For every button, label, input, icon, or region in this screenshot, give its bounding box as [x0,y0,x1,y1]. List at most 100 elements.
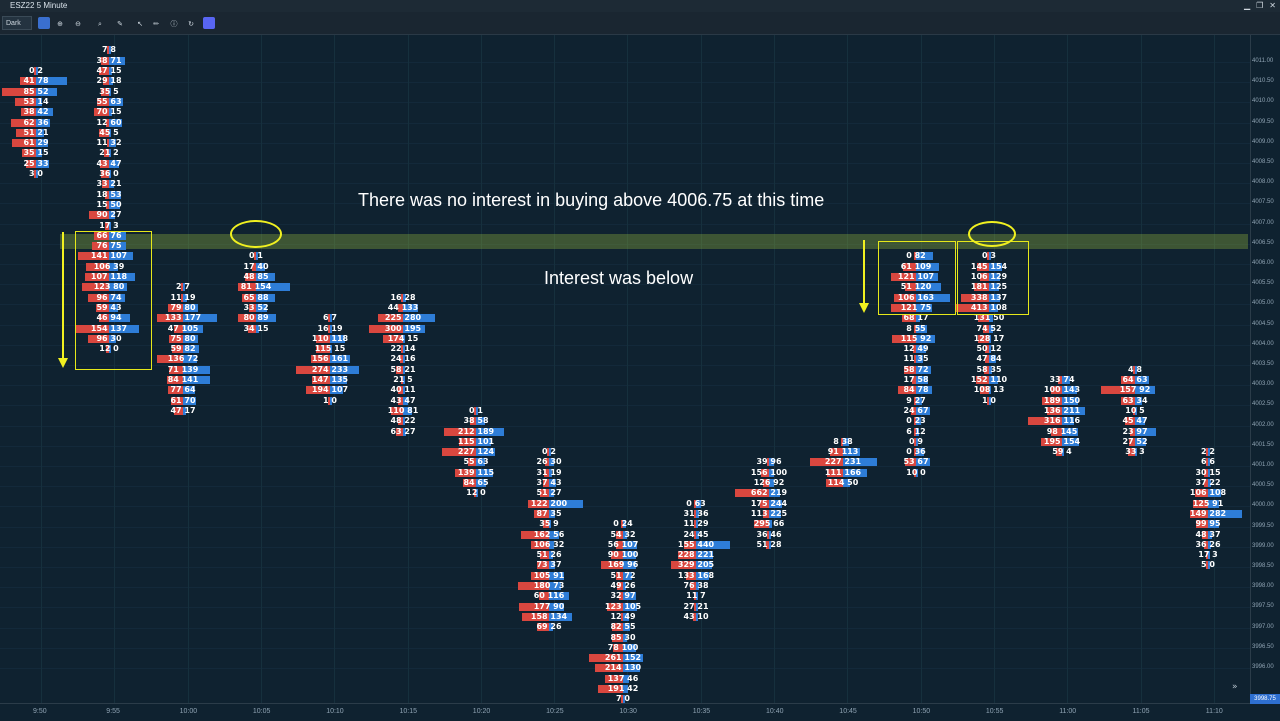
footprint-row: 329 205 [668,560,746,570]
sell-volume-bar [171,396,183,405]
chart-toolbar: Dark ⊕ ⊖ ⌕ ✎ ↖ ✏ ⓘ ↻ [0,12,1280,35]
theme-dropdown[interactable]: Dark [2,16,32,30]
restore-icon[interactable]: ❐ [1256,1,1264,10]
footprint-row: 9 27 [888,396,966,406]
footprint-value: 122 200 [530,498,568,508]
footprint-value: 12 49 [610,611,636,621]
footprint-row: 110 118 [302,334,380,344]
info-icon[interactable]: ⓘ [170,20,178,28]
footprint-value: 2 7 [176,282,190,292]
pointer-icon[interactable]: ↖ [137,20,143,28]
horizontal-gridline [0,365,1250,366]
buy-volume-bar [549,602,565,611]
footprint-row: 225 280 [375,313,453,323]
buy-volume-bar [549,520,551,529]
footprint-value: 48 85 [243,272,269,281]
buy-volume-bar [916,273,939,281]
buy-volume-bar [403,355,405,364]
price-tick-label: 3999.50 [1252,522,1274,529]
sell-volume-bar [536,561,549,570]
sell-volume-bar [618,592,623,601]
magnifier-icon[interactable]: ⌕ [98,20,102,28]
sell-volume-bar [328,314,330,323]
sell-volume-bar [1195,489,1208,498]
sell-volume-bar [173,324,183,333]
sell-volume-bar [763,509,769,518]
footprint-row: 36 46 [741,530,819,540]
sell-volume-bar [1192,499,1208,508]
footprint-row: 43 10 [668,612,746,622]
buy-volume-bar [916,417,921,426]
sell-volume-bar [692,612,696,621]
zoom-in-icon[interactable]: ⊕ [57,20,63,28]
sell-volume-bar [615,530,623,539]
footprint-value: 316 116 [1043,416,1081,426]
sell-volume-bar [34,67,36,75]
footprint-row: 126 92 [741,478,819,488]
zoom-out-icon[interactable]: ⊖ [75,20,81,28]
pencil-icon[interactable]: ✏ [153,20,159,28]
footprint-row: 295 66 [741,519,819,529]
footprint-row: 25 33 [8,159,86,169]
footprint-row: 338 137 [961,293,1039,303]
sell-volume-bar [521,530,549,539]
vertical-gridline [774,35,775,703]
sell-volume-bar [914,427,916,436]
footprint-row: 26 30 [521,457,599,467]
footprint-row: 36 0 [81,169,159,179]
footprint-row: 316 116 [1028,416,1112,426]
circle-marker-1055 [968,221,1016,247]
footprint-row: 133 177 [155,313,233,323]
sell-volume-bar [890,273,916,281]
footprint-row: 1 0 [302,396,380,406]
footprint-value: 0 82 [906,251,926,261]
footprint-row: 24 45 [668,530,746,540]
footprint-row: 157 92 [1101,385,1185,395]
footprint-value: 180 73 [533,581,565,590]
buy-volume-bar [549,551,554,560]
footprint-value: 61 29 [23,138,49,148]
chart-style-icon[interactable] [38,17,50,29]
footprint-row: 71 139 [155,365,233,375]
footprint-row: 181 125 [961,282,1039,292]
footprint-row: 274 233 [296,365,380,375]
footprint-value: 106 108 [1189,488,1227,498]
footprint-value: 0 24 [613,519,633,529]
footprint-row: 31 19 [521,468,599,478]
footprint-value: 61 70 [170,395,196,405]
sell-volume-bar [20,108,36,117]
footprint-row: 107 118 [81,272,159,282]
buy-volume-bar [769,540,771,549]
buy-volume-bar [989,273,1000,281]
footprint-row: 27 52 [1107,437,1185,447]
minimize-icon[interactable]: ▁ [1243,1,1251,10]
close-icon[interactable]: ✕ [1269,1,1276,10]
footprint-row: 6 6 [1180,457,1258,467]
drawing-tool-icon[interactable]: ✎ [117,20,123,28]
footprint-value: 51 72 [610,570,636,580]
price-axis[interactable] [1250,35,1280,703]
time-axis[interactable] [0,703,1250,721]
footprint-row: 0 82 [888,251,966,261]
sell-volume-bar [735,489,769,498]
refresh-icon[interactable]: ↻ [188,20,194,28]
footprint-row: 662 219 [735,488,819,498]
footprint-row: 122 200 [521,499,599,509]
buy-volume-bar [989,386,991,395]
footprint-value: 7 8 [102,45,116,55]
footprint-row: 0 2 [521,447,599,457]
footprint-row: 48 85 [228,272,306,282]
sell-volume-bar [522,612,549,621]
buy-volume-bar [916,396,922,405]
buy-volume-bar [403,376,405,384]
buy-volume-bar [36,170,38,178]
buy-volume-bar [696,561,712,570]
buy-volume-bar [109,190,121,199]
discord-icon[interactable] [203,17,215,29]
scroll-right-icon[interactable]: » [1232,682,1238,692]
down-arrow-right [863,240,865,304]
sell-volume-bar [397,417,403,426]
footprint-value: 48 22 [390,416,416,426]
sell-volume-bar [95,303,109,312]
footprint-value: 51 21 [23,127,49,137]
